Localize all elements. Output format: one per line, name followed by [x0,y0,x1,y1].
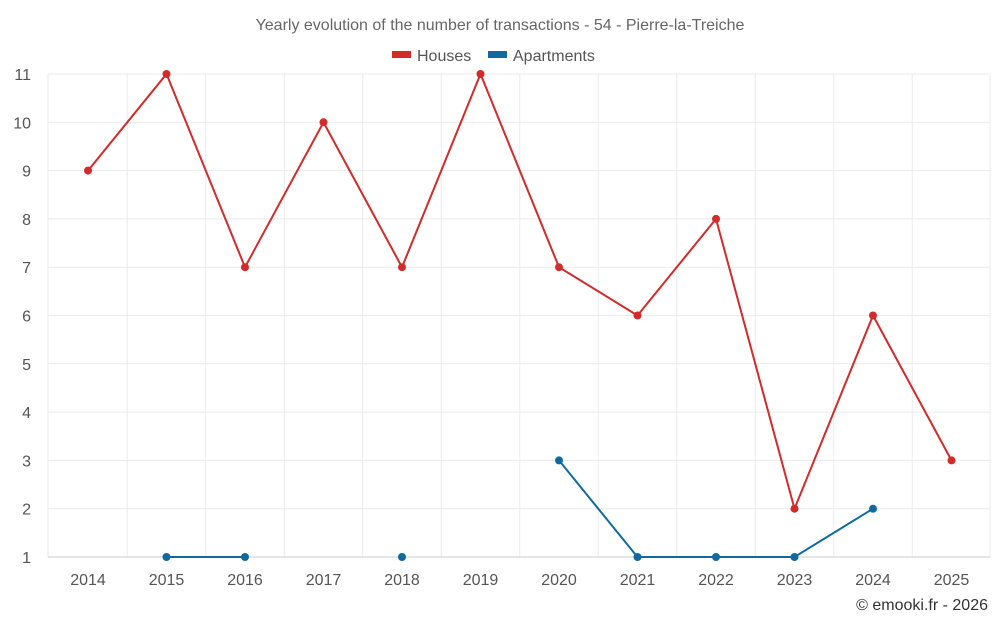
apartments-point[interactable] [712,553,720,561]
x-tick-label: 2021 [620,572,656,589]
x-tick-label: 2023 [777,572,813,589]
apartments-point[interactable] [398,553,406,561]
apartments-point[interactable] [555,456,563,465]
houses-point[interactable] [319,118,328,127]
x-tick-label: 2024 [855,572,891,589]
houses-point[interactable] [790,504,799,513]
apartments-point[interactable] [790,553,799,561]
y-tick-label: 2 [22,502,31,519]
series-points[interactable] [84,70,956,561]
y-tick-label: 4 [22,405,31,422]
y-tick-label: 3 [22,453,31,470]
chart-title: Yearly evolution of the number of transa… [256,17,745,34]
legend-swatch-houses[interactable] [392,51,411,58]
houses-point[interactable] [476,70,485,78]
x-tick-label: 2015 [149,572,185,589]
x-tick-label: 2014 [70,572,106,589]
houses-point[interactable] [869,311,877,320]
x-tick-label: 2016 [227,572,263,589]
houses-line [87,71,953,512]
apartments-point[interactable] [869,504,877,513]
houses-point[interactable] [398,263,406,272]
x-tick-label: 2022 [698,572,734,589]
legend-label-apartments[interactable]: Apartments [513,48,595,65]
houses-point[interactable] [633,311,642,320]
y-tick-label: 1 [22,550,31,567]
houses-point[interactable] [555,263,563,272]
y-tick-label: 7 [22,260,31,277]
y-tick-label: 5 [22,357,31,374]
houses-point[interactable] [84,166,92,175]
x-tick-label: 2020 [541,572,577,589]
houses-point[interactable] [947,456,956,465]
houses-point[interactable] [162,70,171,78]
y-axis: 1 2 3 4 5 6 7 8 9 10 11 [13,67,31,567]
houses-point[interactable] [712,214,720,223]
apartments-point[interactable] [162,553,171,561]
y-tick-label: 6 [22,309,31,326]
x-axis: 2014 2015 2016 2017 2018 2019 2020 2021 2022 2023… [70,572,969,589]
legend-label-houses[interactable]: Houses [417,48,471,65]
x-tick-label: 2017 [306,572,342,589]
y-tick-label: 11 [14,67,31,84]
y-tick-label: 10 [13,115,31,132]
x-tick-label: 2019 [463,572,499,589]
x-tick-label: 2018 [384,572,420,589]
apartments-point[interactable] [241,553,249,561]
y-tick-label: 9 [22,164,31,181]
legend[interactable]: Houses Apartments [392,48,595,65]
houses-point[interactable] [241,263,249,272]
apartments-point[interactable] [633,553,642,561]
x-tick-label: 2025 [934,572,970,589]
credit-text: © emooki.fr - 2026 [856,597,988,614]
grid [47,73,991,558]
y-tick-label: 8 [22,212,31,229]
legend-swatch-apartments[interactable] [488,51,507,58]
